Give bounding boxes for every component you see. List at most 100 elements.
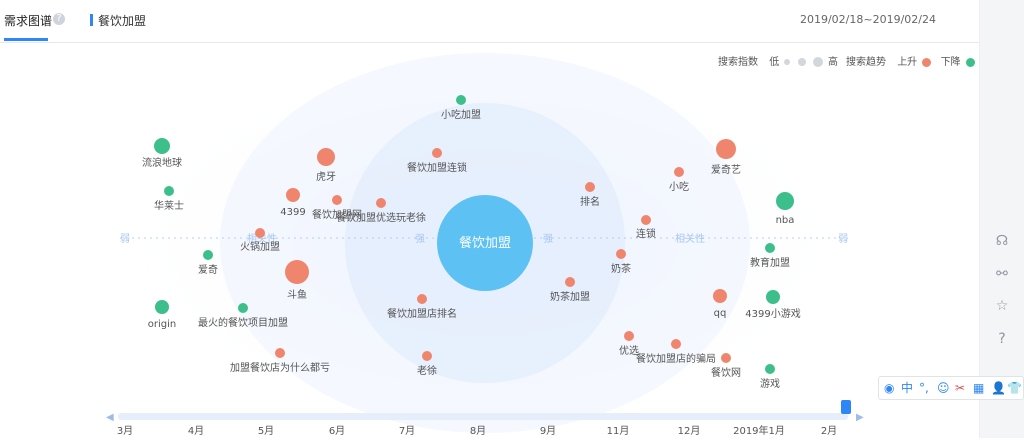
legend-dot-medium	[797, 58, 806, 66]
graph-node-label[interactable]: 优选	[619, 344, 639, 357]
graph-node[interactable]	[317, 148, 335, 166]
chinese-mode-icon[interactable]: 中	[901, 381, 914, 395]
graph-node[interactable]	[776, 192, 794, 210]
graph-node-label[interactable]: origin	[148, 319, 176, 330]
graph-node[interactable]	[624, 331, 634, 341]
graph-node-label[interactable]: 餐饮加盟优选玩老徐	[336, 211, 426, 224]
graph-node[interactable]	[671, 339, 681, 349]
graph-node[interactable]	[417, 294, 427, 304]
header-bar: 需求图谱 ? 餐饮加盟 2019/02/18~2019/02/24	[0, 0, 980, 43]
graph-node-label[interactable]: 加盟餐饮店为什么都亏	[230, 361, 330, 374]
timeline-tick-label: 2019年1月	[733, 424, 785, 437]
demand-graph-svg: 相关性强强相关性弱弱 小吃加盟餐饮加盟连锁流浪地球华莱士虎牙4399 餐饮加盟网餐…	[105, 53, 865, 437]
timeline-tick-label: 2月	[821, 425, 837, 437]
graph-node-label[interactable]: 华莱士	[154, 199, 184, 212]
share-icon[interactable]: ⚯	[996, 266, 1008, 282]
graph-node[interactable]	[721, 353, 731, 363]
graph-node-label[interactable]: 斗鱼	[287, 288, 307, 301]
graph-node[interactable]	[376, 198, 386, 208]
date-range: 2019/02/18~2019/02/24	[799, 13, 936, 26]
question-circle-icon[interactable]: ?	[53, 13, 65, 25]
graph-node[interactable]	[422, 351, 432, 361]
graph-node[interactable]	[164, 186, 174, 196]
graph-node-label[interactable]: 奶茶	[611, 262, 631, 275]
graph-node[interactable]	[585, 182, 595, 192]
graph-node[interactable]	[765, 243, 775, 253]
graph-node-label[interactable]: 4399	[280, 207, 305, 218]
legend-low-label: 低	[769, 57, 780, 68]
graph-node-label[interactable]: 餐饮网	[711, 366, 741, 379]
ime-toolbar: ◉ 中 °, ☺ ✂ ▦ 👤 👕	[878, 376, 1024, 400]
graph-node-label[interactable]: 教育加盟	[750, 256, 790, 269]
graph-node-label[interactable]: nba	[776, 215, 795, 226]
graph-node[interactable]	[641, 215, 651, 225]
graph-node-label[interactable]: 连锁	[636, 227, 656, 240]
graph-node-label[interactable]: 火锅加盟	[240, 241, 280, 253]
timeline-right-arrow-icon[interactable]: ▶	[856, 412, 864, 423]
graph-node-label[interactable]: 餐饮加盟网	[312, 208, 362, 221]
right-toolbar: ☊ ⚯ ☆ ?	[979, 0, 1024, 438]
tab-demand-graph[interactable]: 需求图谱	[4, 14, 53, 28]
graph-node[interactable]	[716, 139, 736, 159]
center-node-label: 餐饮加盟	[459, 235, 511, 251]
graph-node-label[interactable]: 4399小游戏	[745, 307, 800, 320]
graph-node-label[interactable]: 爱奇	[198, 263, 218, 276]
graph-node[interactable]	[456, 95, 466, 105]
punctuation-icon[interactable]: °,	[919, 381, 929, 395]
legend-high-label: 高	[827, 57, 838, 68]
graph-node-label[interactable]: 爱奇艺	[711, 163, 741, 176]
keyword-accent-bar	[90, 14, 93, 26]
graph-node[interactable]	[155, 300, 169, 314]
graph-node[interactable]	[154, 138, 170, 154]
star-icon[interactable]: ☆	[995, 298, 1009, 314]
graph-node-label[interactable]: 排名	[580, 195, 600, 208]
graph-node-label[interactable]: qq	[714, 308, 727, 319]
graph-node[interactable]	[713, 289, 727, 303]
graph-node[interactable]	[674, 167, 684, 177]
graph-node-label[interactable]: 小吃	[669, 180, 689, 193]
graph-node[interactable]	[238, 303, 248, 313]
graph-node-label[interactable]: 老徐	[417, 364, 437, 377]
graph-node[interactable]	[285, 260, 309, 284]
tab-active-indicator	[4, 38, 48, 41]
graph-node[interactable]	[565, 277, 575, 287]
graph-node-label[interactable]: 小吃加盟	[441, 108, 481, 121]
graph-node-label[interactable]: 奶茶加盟	[550, 290, 590, 303]
graph-node[interactable]	[432, 148, 442, 158]
timeline-tick-label: 3月	[117, 425, 133, 437]
graph-node-label[interactable]: 餐饮加盟连锁	[407, 161, 467, 174]
graph-node[interactable]	[203, 250, 213, 260]
graph-node[interactable]	[255, 228, 265, 238]
timeline-handle[interactable]	[841, 400, 851, 414]
correlation-labels: 相关性 强 强 相关性 弱 弱	[120, 232, 848, 245]
timeline-left-arrow-icon[interactable]: ◀	[106, 412, 114, 423]
graph-node[interactable]	[286, 188, 300, 202]
graph-node[interactable]	[766, 290, 780, 304]
legend-down-label: 下降	[940, 57, 961, 68]
emoji-icon[interactable]: ☺	[937, 381, 950, 395]
graph-node[interactable]	[332, 195, 342, 205]
skin-icon[interactable]: 👕	[1007, 381, 1022, 395]
correlation-label: 相关性	[675, 232, 705, 245]
center-node[interactable]	[437, 195, 533, 291]
graph-node-label[interactable]: 最火的餐饮项目加盟	[198, 316, 288, 329]
ime-logo-icon[interactable]: ◉	[884, 381, 895, 395]
help-icon[interactable]: ?	[998, 331, 1006, 347]
graph-node-label[interactable]: 餐饮加盟店的骗局	[636, 352, 716, 365]
timeline-tick-label: 12月	[678, 425, 701, 437]
graph-node[interactable]	[616, 249, 626, 259]
legend-down-dot	[965, 57, 975, 67]
graph-node-label[interactable]: 餐饮加盟店排名	[387, 307, 457, 320]
keyboard-icon[interactable]: ▦	[973, 381, 985, 395]
graph-node-label[interactable]: 流浪地球	[142, 156, 182, 169]
correlation-label: 相关性	[247, 232, 277, 245]
legend-search-trend: 搜索趋势 上升 下降	[846, 53, 977, 68]
scissors-icon[interactable]: ✂	[955, 381, 966, 395]
graph-node[interactable]	[275, 348, 285, 358]
graph-node-label[interactable]: 游戏	[760, 377, 780, 390]
user-icon[interactable]: 👤	[991, 381, 1006, 395]
graph-node[interactable]	[765, 364, 775, 374]
headset-icon[interactable]: ☊	[995, 233, 1009, 249]
graph-node-label[interactable]: 虎牙	[316, 171, 336, 183]
